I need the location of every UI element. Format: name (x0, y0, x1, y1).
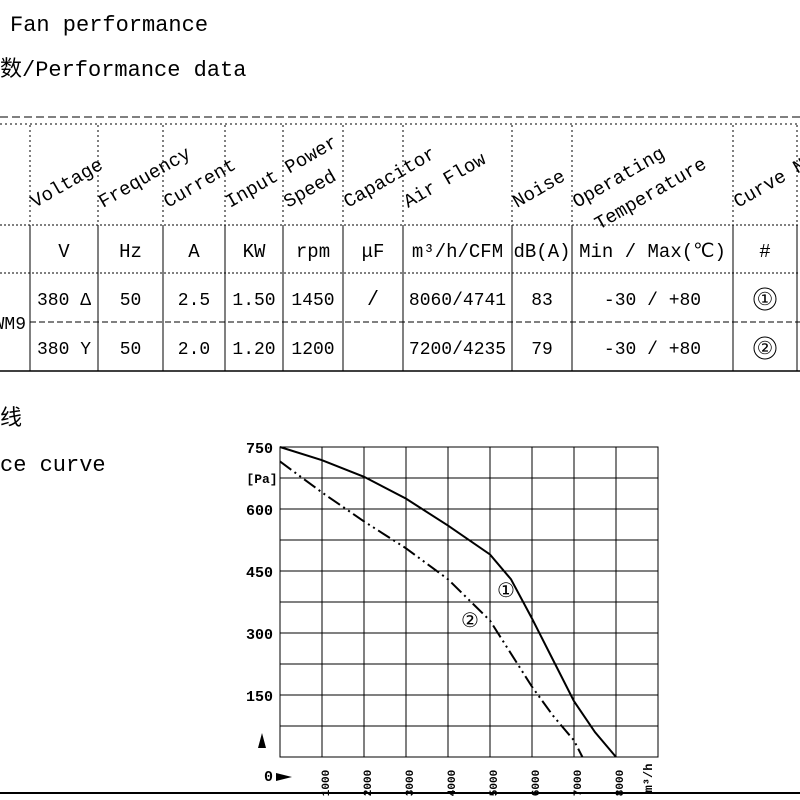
cell: 1450 (291, 291, 334, 311)
cell-circle (753, 336, 777, 360)
curve (279, 460, 584, 758)
model: WM9 (0, 315, 26, 335)
y-tick-label: 150 (246, 689, 273, 706)
cell: 7200/4235 (409, 340, 506, 360)
curve-label: ① (497, 581, 515, 604)
cell: -30 / +80 (604, 291, 701, 311)
axis-arrows (258, 733, 292, 781)
cell: ① (757, 291, 773, 311)
unit: m³/h/CFM (412, 241, 503, 263)
x-tick-label: 1000 (321, 770, 333, 796)
unit: # (759, 241, 770, 263)
cell: 79 (531, 340, 553, 360)
column-header: Curve N (730, 154, 800, 213)
cell: 83 (531, 291, 553, 311)
x-tick-label: 5000 (489, 770, 501, 796)
title: Fan performance (10, 13, 208, 38)
cell: 1200 (291, 340, 334, 360)
x-axis-label: m³/h (642, 764, 656, 793)
y-axis-label: [Pa] (246, 472, 277, 487)
curve (279, 446, 617, 758)
unit: Min / Max(℃) (579, 241, 726, 263)
x-tick-label: 2000 (363, 770, 375, 796)
y-tick-label: 300 (246, 627, 273, 644)
cell: -30 / +80 (604, 340, 701, 360)
unit: μF (362, 241, 385, 263)
cell: ② (757, 340, 773, 360)
cell: 1.20 (232, 340, 275, 360)
cell: 8060/4741 (409, 291, 506, 311)
cell: 2.5 (178, 291, 210, 311)
unit: rpm (296, 241, 330, 263)
x-tick-label: 7000 (573, 770, 585, 796)
cell: 50 (120, 291, 142, 311)
x-tick-label: 3000 (405, 770, 417, 796)
cell: 50 (120, 340, 142, 360)
x-tick-label: 6000 (531, 770, 543, 796)
subtitle: 数/Performance data (0, 57, 246, 83)
capacitor: / (367, 289, 379, 312)
unit: V (58, 241, 70, 263)
section-subtitle: ce curve (0, 453, 106, 478)
column-header: Noise (509, 166, 569, 214)
cell-circle (753, 287, 777, 311)
y-tick-label: 450 (246, 565, 273, 582)
x-tick-label: 8000 (615, 770, 627, 796)
unit: dB(A) (513, 241, 570, 263)
x-tick-label: 4000 (447, 770, 459, 796)
cell: 380 Y (37, 340, 91, 360)
curve-label: ② (461, 611, 479, 634)
cell: 2.0 (178, 340, 210, 360)
cell: 1.50 (232, 291, 275, 311)
y-tick-label: 600 (246, 503, 273, 520)
unit: A (188, 241, 200, 263)
y-tick-label: 750 (246, 441, 273, 458)
cell: 380 Δ (37, 291, 91, 311)
unit: KW (243, 241, 266, 263)
y-tick-label: 0 (264, 769, 273, 786)
unit: Hz (119, 241, 142, 263)
section-title: 线 (0, 406, 22, 432)
column-header: Voltage (27, 154, 107, 213)
